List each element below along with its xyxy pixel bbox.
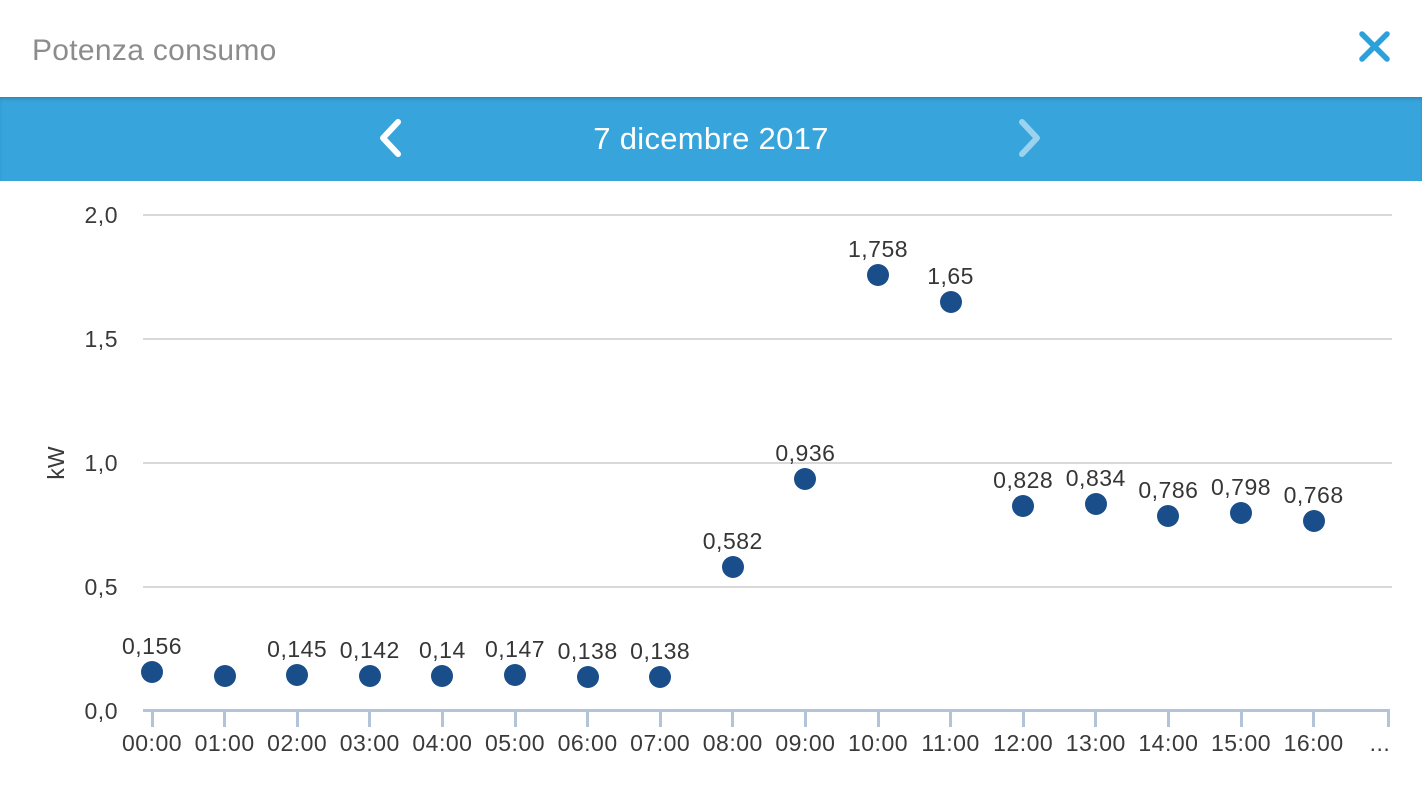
x-axis-tick: [1021, 710, 1025, 727]
x-axis-tick: [295, 710, 299, 727]
data-point-label: 0,936: [775, 439, 836, 466]
date-label: 7 dicembre 2017: [593, 121, 829, 156]
titlebar: Potenza consumo: [0, 0, 1422, 97]
data-point[interactable]: [794, 467, 817, 490]
x-axis-tick-label: 08:00: [702, 730, 763, 756]
x-axis-tick: [150, 710, 154, 727]
x-axis-overflow-label: ...: [1369, 730, 1391, 756]
x-axis-tick: [586, 710, 590, 727]
y-axis-tick-label: 0,0: [84, 698, 118, 724]
data-point[interactable]: [649, 665, 672, 688]
data-point-label: 0,582: [702, 527, 763, 554]
data-point-label: 0,828: [993, 466, 1054, 493]
y-axis-tick-label: 0,5: [84, 574, 118, 600]
x-axis-tick: [731, 710, 735, 727]
next-day-button[interactable]: [1008, 117, 1052, 161]
x-axis-end-tick: [1387, 710, 1390, 727]
x-axis-tick: [1094, 710, 1098, 727]
x-axis-tick: [949, 710, 953, 727]
x-axis-tick: [440, 710, 444, 727]
y-axis-tick-label: 1,0: [84, 450, 118, 476]
data-point-label: 0,834: [1065, 465, 1126, 492]
x-axis-tick-label: 11:00: [921, 730, 980, 756]
gridline: [143, 214, 1392, 216]
x-axis-tick-label: 00:00: [121, 730, 183, 756]
x-axis-tick-label: 02:00: [267, 730, 328, 756]
x-axis-tick: [368, 710, 372, 727]
x-axis-tick-label: 07:00: [630, 730, 691, 756]
x-axis-tick-label: 15:00: [1210, 730, 1272, 756]
x-axis-tick-label: 14:00: [1138, 730, 1199, 756]
page-title: Potenza consumo: [32, 34, 277, 67]
power-consumption-scatter-chart: kW 0,0 0,5 1,0 1,5 2,0 00:00 01:00 02:00 03:00 04…: [0, 181, 1422, 800]
x-axis-tick: [876, 710, 880, 727]
x-axis-tick: [1239, 710, 1243, 727]
data-point[interactable]: [504, 663, 526, 686]
x-axis-tick-label: 10:00: [847, 730, 909, 756]
data-point-label: 0,156: [121, 633, 183, 660]
x-axis-tick: [513, 710, 517, 727]
gridline: [143, 338, 1392, 340]
x-axis-tick-label: 01:00: [194, 730, 255, 756]
data-point[interactable]: [1230, 502, 1252, 525]
data-point[interactable]: [286, 664, 309, 687]
close-icon: [1356, 28, 1393, 68]
data-point-label: 0,14: [419, 637, 466, 664]
x-axis-tick-label: 05:00: [484, 730, 546, 756]
data-point[interactable]: [1157, 505, 1180, 528]
chevron-right-icon: [1016, 117, 1044, 162]
data-point[interactable]: [721, 555, 744, 578]
data-point[interactable]: [1012, 494, 1035, 517]
data-point[interactable]: [213, 665, 236, 688]
data-point[interactable]: [1084, 493, 1107, 516]
data-point-label: 0,138: [557, 637, 618, 664]
x-axis-tick-label: 09:00: [775, 730, 836, 756]
data-point-label: 0,145: [267, 636, 328, 663]
x-axis-tick: [803, 710, 807, 727]
x-axis-tick-label: 16:00: [1283, 730, 1344, 756]
x-axis-tick-label: 06:00: [557, 730, 618, 756]
data-point[interactable]: [431, 665, 454, 688]
x-axis-tick: [223, 710, 227, 727]
data-point-label: 0,798: [1210, 474, 1272, 501]
data-point[interactable]: [141, 661, 163, 684]
data-point-label: 0,147: [484, 635, 546, 662]
data-point[interactable]: [358, 664, 381, 687]
x-axis-tick: [1166, 710, 1170, 727]
x-axis-line: [143, 709, 1390, 712]
data-point-label: 1,758: [847, 236, 909, 263]
data-point-label: 0,786: [1138, 477, 1199, 504]
x-axis-tick-label: 12:00: [993, 730, 1054, 756]
data-point-label: 0,142: [339, 636, 400, 663]
y-axis-tick-label: 1,5: [84, 326, 118, 352]
x-axis-tick-label: 03:00: [339, 730, 400, 756]
gridline: [143, 462, 1392, 464]
previous-day-button[interactable]: [368, 117, 412, 161]
date-navigation-bar: 7 dicembre 2017: [0, 97, 1422, 181]
x-axis-tick: [658, 710, 662, 727]
data-point[interactable]: [867, 264, 889, 287]
data-point[interactable]: [1302, 509, 1325, 532]
data-point[interactable]: [576, 665, 599, 688]
x-axis-tick-label: 13:00: [1065, 730, 1126, 756]
data-point[interactable]: [939, 290, 962, 313]
data-point-label: 0,768: [1283, 481, 1344, 508]
chevron-left-icon: [376, 117, 404, 162]
data-point-label: 0,138: [630, 637, 691, 664]
y-axis-tick-label: 2,0: [84, 202, 118, 228]
close-button[interactable]: [1354, 28, 1394, 68]
x-axis-tick: [1312, 710, 1316, 727]
gridline: [143, 586, 1392, 588]
x-axis-tick-label: 04:00: [412, 730, 473, 756]
data-point-label: 1,65: [927, 262, 974, 289]
